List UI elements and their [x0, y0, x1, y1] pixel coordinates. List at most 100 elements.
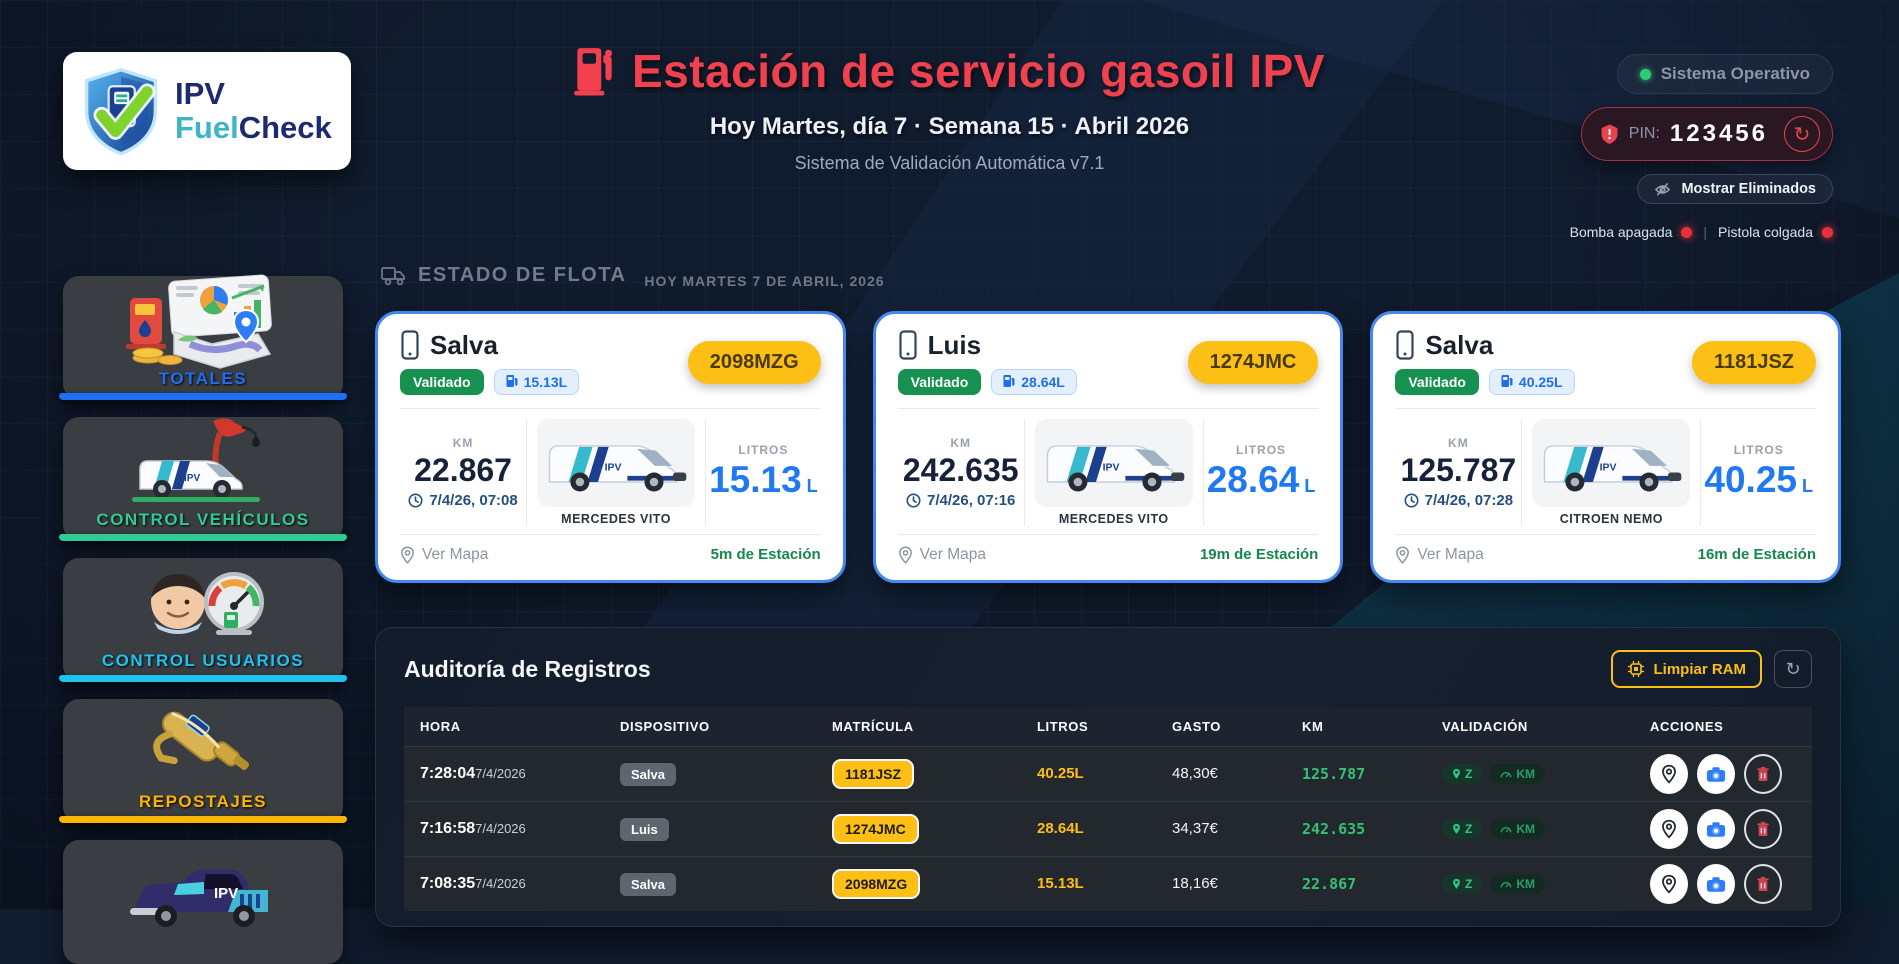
km-label: KM [950, 435, 972, 450]
fleet-cards-row: Salva Validado [375, 310, 1842, 583]
pin-mini-icon [1452, 768, 1461, 780]
col-acciones: ACCIONES [1634, 707, 1812, 747]
sidebar-label-control-usuarios: CONTROL USUARIOS [101, 651, 305, 670]
pump-off-label: Bomba apagada [1569, 224, 1673, 240]
sidebar-underline-control-usuarios [59, 675, 347, 682]
header-title-block: Estación de servicio gasoil IPV Hoy Mart… [340, 44, 1559, 174]
delete-record-button[interactable] [1744, 809, 1782, 849]
sidebar-item-control-vehiculos[interactable]: IPV CONTROL VEHÍCULOS [59, 417, 347, 541]
col-litros: LITROS [1021, 707, 1156, 747]
audit-table-row: 7:08:357/4/2026 Salva 2098MZG 15.13L 18,… [404, 856, 1812, 911]
sidebar-item-control-usuarios[interactable]: CONTROL USUARIOS [59, 558, 347, 682]
clock-icon [906, 493, 921, 508]
fleet-vehicle-card: Salva Validado [375, 310, 846, 583]
delete-record-button[interactable] [1744, 754, 1782, 794]
svg-text:IPV: IPV [1102, 462, 1119, 473]
shield-alert-icon [1600, 123, 1619, 145]
nozzle-hung-red-dot [1822, 226, 1833, 238]
col-gasto: GASTO [1156, 707, 1286, 747]
delete-record-button[interactable] [1744, 864, 1782, 904]
sidebar-underline-repostajes [59, 816, 347, 823]
record-litros: 15.13L [1037, 875, 1084, 892]
shield-check-logo-icon [77, 65, 165, 157]
col-validacion: VALIDACIÓN [1426, 707, 1634, 747]
station-distance: 16m de Estación [1697, 546, 1817, 563]
litros-value: 40.25 L [1704, 459, 1813, 500]
device-phone-icon [1395, 330, 1415, 360]
plate-badge: 1274JMC [832, 814, 919, 844]
svg-text:IPV: IPV [214, 885, 238, 902]
view-photo-button[interactable] [1697, 809, 1735, 849]
sidebar-item-totales[interactable]: TOTALES [59, 274, 347, 400]
clear-ram-button[interactable]: Limpiar RAM [1611, 650, 1762, 688]
card-divider [1395, 407, 1817, 409]
view-photo-button[interactable] [1697, 864, 1735, 904]
card-stats-row: KM 22.867 7/4/26, 07:08 [400, 409, 821, 534]
device-badge: Luis [620, 817, 669, 841]
record-gasto: 34,37€ [1172, 820, 1218, 837]
svg-text:IPV: IPV [184, 473, 200, 484]
totales-illustration-icon [63, 274, 343, 372]
pin-refresh-button[interactable]: ↻ [1784, 116, 1820, 152]
hardware-indicators: Bomba apagada | Pistola colgada [1570, 224, 1833, 240]
refresh-audit-button[interactable]: ↻ [1774, 650, 1812, 688]
pin-label: PIN: [1628, 125, 1660, 142]
view-location-button[interactable] [1650, 864, 1688, 904]
audit-table: HORA DISPOSITIVO MATRÍCULA LITROS GASTO … [404, 707, 1812, 911]
sidebar-underline-totales [59, 393, 347, 400]
km-label: KM [1448, 435, 1469, 450]
show-deleted-button[interactable]: Mostrar Eliminados [1637, 174, 1833, 204]
gauge-mini-icon [1500, 769, 1512, 779]
view-map-link[interactable]: Ver Mapa [400, 546, 488, 564]
driver-name: Salva [1425, 329, 1494, 360]
view-map-link[interactable]: Ver Mapa [898, 546, 986, 564]
sidebar-nav: TOTALES IPV CONTROL VEHÍCULOS [59, 274, 347, 964]
audit-title: Auditoría de Registros [404, 655, 651, 682]
card-footer: Ver Mapa 16m de Estación [1395, 533, 1817, 568]
device-badge: Salva [620, 872, 676, 896]
svg-text:IPV: IPV [605, 462, 622, 473]
fuel-amount-badge: 15.13L [493, 368, 580, 395]
view-photo-button[interactable] [1697, 754, 1735, 794]
pin-mini-icon [1452, 878, 1461, 890]
vehicle-model: MERCEDES VITO [1058, 511, 1169, 526]
gps-zone-validation-badge: Z [1442, 819, 1483, 839]
ipv-truck-illustration-icon: IPV [63, 838, 343, 938]
chip-icon [1627, 660, 1645, 678]
audit-panel: Auditoría de Registros Limpi [375, 627, 1841, 927]
record-litros: 28.64L [1037, 820, 1084, 837]
record-time: 7:16:58 [420, 820, 476, 837]
clock-icon [408, 493, 423, 508]
validation-badges: Z KM [1442, 764, 1618, 784]
card-footer: Ver Mapa 19m de Estación [897, 533, 1319, 568]
view-location-button[interactable] [1650, 754, 1688, 794]
record-km: 242.635 [1302, 819, 1366, 838]
driver-name: Luis [927, 329, 982, 360]
header-subtitle: Sistema de Validación Automática v7.1 [794, 153, 1105, 173]
sidebar-item-flota-ipv[interactable]: IPV [63, 840, 343, 964]
view-location-button[interactable] [1650, 809, 1688, 849]
header-right-stack: Sistema Operativo PIN: 123456 ↻ Mostrar … [1570, 54, 1833, 240]
view-map-link[interactable]: Ver Mapa [1395, 546, 1484, 564]
record-time: 7:28:04 [420, 765, 476, 782]
device-phone-icon [400, 330, 420, 360]
gps-zone-validation-badge: Z [1442, 874, 1483, 894]
record-litros: 40.25L [1037, 765, 1084, 782]
record-km: 125.787 [1302, 764, 1366, 783]
col-dispositivo: DISPOSITIVO [604, 707, 816, 747]
km-value: 125.787 [1400, 451, 1517, 488]
km-label: KM [452, 435, 474, 450]
col-matricula: MATRÍCULA [816, 707, 1021, 747]
record-date: 7/4/2026 [475, 766, 526, 781]
litros-value: 28.64 L [1206, 459, 1316, 500]
sidebar-label-repostajes: REPOSTAJES [138, 792, 268, 811]
vehicle-image: IPV [1034, 418, 1193, 507]
nozzle-hung-label: Pistola colgada [1718, 224, 1813, 240]
reading-timestamp: 7/4/26, 07:28 [1404, 492, 1513, 509]
row-actions [1650, 754, 1796, 794]
reading-timestamp: 7/4/26, 07:08 [408, 492, 518, 509]
plate-badge: 2098MZG [832, 869, 921, 899]
validated-badge: Validado [897, 368, 982, 395]
sidebar-item-repostajes[interactable]: REPOSTAJES [59, 699, 347, 823]
card-divider [897, 407, 1319, 409]
